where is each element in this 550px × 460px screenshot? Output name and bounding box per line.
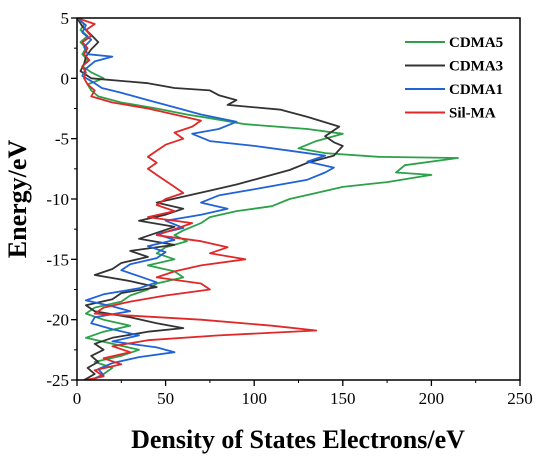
y-tick-label: 5 — [61, 9, 70, 28]
series-layer — [77, 18, 459, 380]
series-line-sil-ma — [77, 18, 318, 380]
y-tick-label: -25 — [46, 371, 69, 390]
x-tick-label: 0 — [73, 389, 82, 408]
x-tick-label: 100 — [241, 389, 267, 408]
y-tick-label: -20 — [46, 311, 69, 330]
legend-entry: CDMA1 — [449, 82, 503, 98]
x-tick-label: 250 — [507, 389, 533, 408]
y-tick-label: 0 — [61, 69, 70, 88]
x-tick-label: 150 — [330, 389, 356, 408]
legend-entry: CDMA3 — [449, 59, 503, 75]
y-axis-title: Energy/eV — [3, 140, 32, 259]
x-axis: 0 50 100 150 200 250 — [73, 380, 533, 408]
legend-entry: CDMA5 — [449, 35, 503, 51]
x-tick-label: 50 — [157, 389, 174, 408]
x-axis-title: Density of States Electrons/eV — [131, 425, 465, 454]
series-line-cdma3 — [77, 18, 344, 380]
y-axis: 5 0 -5 -10 -15 -20 -25 — [46, 9, 77, 390]
legend: CDMA5 CDMA3 CDMA1 Sil-MA — [405, 35, 503, 122]
x-tick-label: 200 — [419, 389, 445, 408]
y-tick-label: -10 — [46, 190, 69, 209]
y-tick-label: -5 — [55, 130, 69, 149]
series-line-cdma1 — [77, 18, 335, 380]
y-tick-label: -15 — [46, 250, 69, 269]
legend-entry: Sil-MA — [449, 106, 496, 122]
